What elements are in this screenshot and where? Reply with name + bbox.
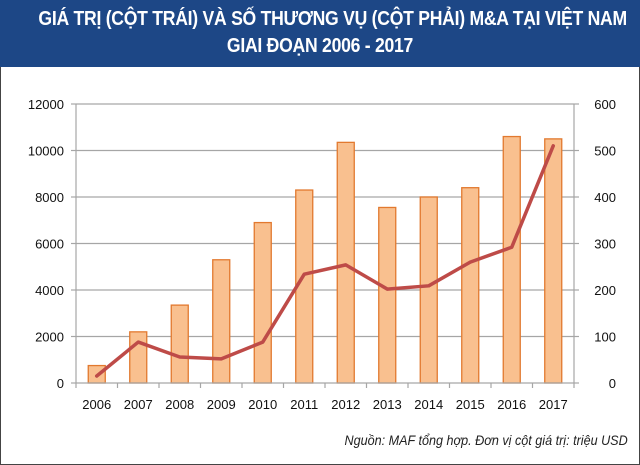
line-point-2017 bbox=[551, 144, 555, 148]
bar-2010 bbox=[253, 221, 272, 384]
line-point-2013 bbox=[385, 287, 389, 291]
x-tick-label: 2010 bbox=[248, 397, 277, 412]
x-tick-label: 2014 bbox=[414, 397, 443, 412]
line-point-2015 bbox=[468, 260, 472, 264]
left-tick-label: 0 bbox=[57, 376, 64, 391]
source-note: Nguồn: MAF tổng hợp. Đơn vị cột giá trị:… bbox=[344, 432, 628, 448]
title-bar: GIÁ TRỊ (CỘT TRÁI) VÀ SỐ THƯƠNG VỤ (CỘT … bbox=[0, 0, 640, 67]
line-point-2016 bbox=[510, 245, 514, 249]
left-tick-label: 2000 bbox=[35, 330, 64, 345]
line-point-2012 bbox=[344, 263, 348, 267]
right-tick-label: 100 bbox=[594, 330, 616, 345]
right-tick-label: 400 bbox=[594, 190, 616, 205]
x-tick-label: 2009 bbox=[207, 397, 236, 412]
left-tick-label: 6000 bbox=[35, 237, 64, 252]
bar-2016 bbox=[502, 135, 521, 384]
line-point-2006 bbox=[95, 374, 99, 378]
axes bbox=[71, 103, 579, 388]
bar-2008 bbox=[170, 304, 189, 384]
chart-title-line-2: GIAI ĐOẠN 2006 - 2017 bbox=[226, 35, 414, 57]
right-tick-label: 600 bbox=[594, 97, 616, 112]
bar-2007 bbox=[129, 331, 148, 384]
chart-title-line-1: GIÁ TRỊ (CỘT TRÁI) VÀ SỐ THƯƠNG VỤ (CỘT … bbox=[38, 8, 627, 30]
x-axis-ticks: 2006 2007 2008 2009 2010 2011 2012 2013 2014 2015… bbox=[82, 397, 567, 412]
deal-count-line bbox=[95, 144, 555, 378]
x-tick-label: 2007 bbox=[124, 397, 153, 412]
chart-plot: 0 2000 4000 6000 8000 10000 12000 0 100 200 300 40… bbox=[28, 97, 616, 412]
left-tick-label: 8000 bbox=[35, 190, 64, 205]
line-point-2010 bbox=[261, 340, 265, 344]
left-tick-label: 10000 bbox=[28, 144, 64, 159]
line-series bbox=[95, 144, 555, 378]
x-tick-label: 2016 bbox=[497, 397, 526, 412]
x-tick-label: 2015 bbox=[456, 397, 485, 412]
right-tick-label: 200 bbox=[594, 283, 616, 298]
line-point-2011 bbox=[302, 272, 306, 276]
line-point-2014 bbox=[427, 284, 431, 288]
bar-series bbox=[87, 135, 563, 384]
left-tick-label: 12000 bbox=[28, 97, 64, 112]
line-point-2008 bbox=[178, 355, 182, 359]
line-point-2007 bbox=[136, 340, 140, 344]
bar-2013 bbox=[378, 206, 397, 384]
bar-2017 bbox=[544, 138, 563, 384]
right-axis-ticks: 0 100 200 300 400 500 600 bbox=[594, 97, 616, 391]
right-tick-label: 500 bbox=[594, 144, 616, 159]
x-tick-label: 2006 bbox=[82, 397, 111, 412]
line-point-2009 bbox=[219, 357, 223, 361]
x-tick-label: 2011 bbox=[290, 397, 318, 412]
gridlines bbox=[76, 103, 574, 338]
right-tick-label: 0 bbox=[609, 376, 616, 391]
x-tick-label: 2013 bbox=[373, 397, 402, 412]
left-tick-label: 4000 bbox=[35, 283, 64, 298]
x-tick-label: 2008 bbox=[165, 397, 194, 412]
bar-2015 bbox=[461, 187, 480, 384]
x-tick-label: 2017 bbox=[539, 397, 568, 412]
bar-2014 bbox=[419, 196, 438, 384]
bar-2009 bbox=[212, 259, 231, 384]
x-tick-label: 2012 bbox=[331, 397, 360, 412]
left-axis-ticks: 0 2000 4000 6000 8000 10000 12000 bbox=[28, 97, 64, 391]
right-tick-label: 300 bbox=[594, 237, 616, 252]
bar-2012 bbox=[336, 141, 355, 384]
